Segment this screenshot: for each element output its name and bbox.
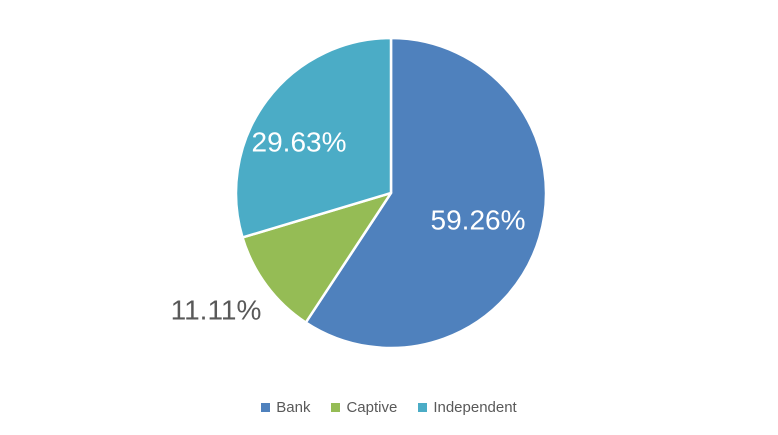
slice-label-captive: 11.11% [171,295,262,326]
pie-slice-independent[interactable] [234,36,393,239]
pie-slice-captive[interactable] [241,191,393,324]
legend-label-bank: Bank [276,399,311,416]
legend-item-independent[interactable]: Independent [418,399,517,416]
chart-legend: Bank Captive Independent [0,399,778,416]
legend-swatch-captive [331,403,341,412]
pie-slice-bank[interactable] [304,36,548,350]
slice-label-independent: 29.63% [252,127,347,158]
legend-item-captive[interactable]: Captive [331,399,397,416]
legend-label-captive: Captive [346,399,398,416]
legend-swatch-independent [418,403,428,412]
legend-swatch-bank [261,403,271,412]
pie-slices-group [234,36,548,350]
legend-item-bank[interactable]: Bank [261,399,310,416]
pie-labels-group: 59.26% 11.11% 29.63% [171,127,526,326]
slice-label-bank: 59.26% [431,205,526,236]
legend-label-independent: Independent [433,399,517,416]
